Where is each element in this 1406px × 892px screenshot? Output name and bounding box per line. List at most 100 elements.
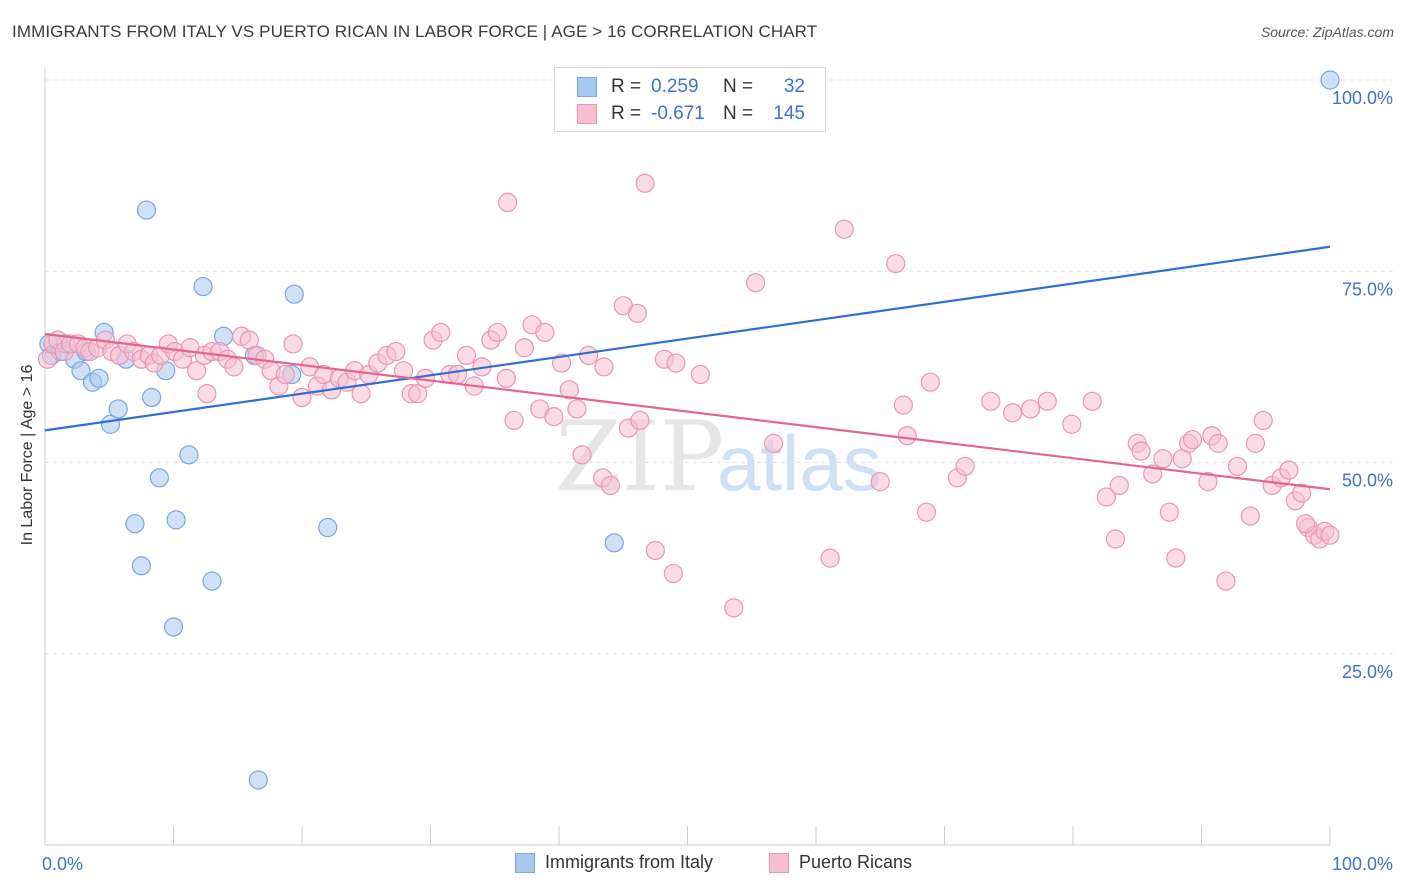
puerto-rican-point [897,426,917,446]
puerto-rican-point [1182,429,1203,450]
legend-swatch-italy [577,77,597,97]
x-tick-label: 100.0% [1332,854,1393,874]
italy-point [71,361,91,381]
puerto-rican-point [431,322,451,343]
puerto-rican-point [496,368,516,388]
y-axis-label: In Labor Force | Age > 16 [19,364,36,546]
italy-point [89,368,109,388]
stats-legend: R = 0.259 N = 32 R = -0.671 N = 145 [554,67,826,132]
series-legend: Immigrants from Italy Puerto Ricans [0,852,1406,876]
puerto-rican-point [594,357,614,377]
italy-point [136,200,157,220]
puerto-rican-point [627,303,647,323]
puerto-rican-point [408,384,428,404]
puerto-rican-point [1253,410,1273,431]
italy-point [108,399,128,419]
puerto-rican-point [690,364,710,385]
puerto-rican-point [1166,548,1186,568]
italy-point [248,770,268,790]
legend-n-value: 145 [773,103,805,124]
legend-swatch-puerto-rican [577,104,597,124]
puerto-rican-point [224,357,244,377]
puerto-rican-point [1320,525,1340,545]
puerto-rican-point [197,384,217,404]
legend-row-puerto-rican: R = -0.671 N = 145 [577,101,805,127]
puerto-rican-point [1292,483,1312,503]
puerto-rican-point [663,563,683,584]
axes-layer [44,68,1331,846]
legend-row-italy: R = 0.259 N = 32 [577,74,805,100]
puerto-rican-trend-line [44,332,1331,491]
puerto-rican-point [1062,414,1082,434]
legend-r-value: -0.671 [651,103,705,124]
italy-point [149,468,169,488]
puerto-rican-point [893,395,913,415]
italy-point [163,617,184,637]
puerto-rican-point [551,353,572,373]
y-tick-label: 25.0% [1342,662,1393,682]
puerto-rican-point [1245,433,1266,453]
watermark: ZIP atlas [555,401,882,513]
italy-point [131,556,151,576]
puerto-rican-point [1096,487,1117,507]
puerto-rican-point [630,410,650,431]
puerto-rican-point [645,540,665,561]
puerto-rican-point [746,273,766,293]
puerto-rican-point [1020,399,1041,419]
puerto-rican-point [498,192,518,212]
tick-label-layer: 25.0% 50.0% 75.0% 100.0% 0.0% 100.0% [42,88,1393,874]
italy-trend-line [44,245,1331,432]
puerto-rican-point [1105,529,1126,549]
grid-layer [45,79,1395,655]
legend-swatch-puerto-rican [769,852,789,873]
puerto-rican-point [1295,514,1316,534]
chart-title: IMMIGRANTS FROM ITALY VS PUERTO RICAN IN… [12,22,818,41]
puerto-rican-point [487,322,507,343]
puerto-rican-point [916,502,937,522]
puerto-rican-point [514,338,534,358]
puerto-rican-point [1227,456,1248,476]
puerto-rican-point [544,407,564,427]
puerto-rican-point [724,598,744,618]
puerto-rican-point [567,399,587,419]
italy-point [179,445,199,465]
y-tick-label: 100.0% [1332,88,1393,108]
italy-point [125,514,145,534]
puerto-rican-point [870,472,890,492]
puerto-rican-point [981,391,1001,411]
watermark-atlas: atlas [717,419,882,507]
italy-point [604,533,624,553]
puerto-rican-point [1037,391,1057,411]
legend-r-label: R = [611,76,642,97]
italy-point [193,276,213,297]
puerto-rican-point [578,345,599,365]
puerto-rican-point [1198,472,1218,492]
puerto-rican-point [351,384,371,404]
puerto-rican-point [1153,449,1173,469]
puerto-rican-point [275,364,295,385]
legend-item-italy[interactable]: Immigrants from Italy [515,852,713,873]
puerto-rican-point [1159,502,1179,522]
puerto-rican-point [187,361,207,381]
puerto-rican-point [1208,433,1228,453]
italy-point [318,517,338,538]
puerto-rican-point [886,254,906,274]
legend-n-label: N = [723,76,754,97]
puerto-rican-point [1240,506,1260,526]
puerto-rican-point [572,445,592,465]
puerto-rican-point [666,353,686,373]
puerto-rican-point [955,456,975,476]
legend-label-puerto-rican: Puerto Ricans [799,852,913,872]
puerto-rican-point [283,334,303,354]
puerto-rican-point [386,341,406,362]
puerto-rican-point [834,219,854,239]
puerto-rican-point [763,433,784,453]
puerto-rican-point [820,548,840,568]
puerto-rican-point [1279,460,1299,480]
legend-item-puerto-rican[interactable]: Puerto Ricans [769,852,912,873]
italy-point [142,387,162,408]
puerto-rican-point [1131,441,1151,461]
legend-r-label: R = [611,103,642,124]
puerto-rican-point [292,387,312,408]
